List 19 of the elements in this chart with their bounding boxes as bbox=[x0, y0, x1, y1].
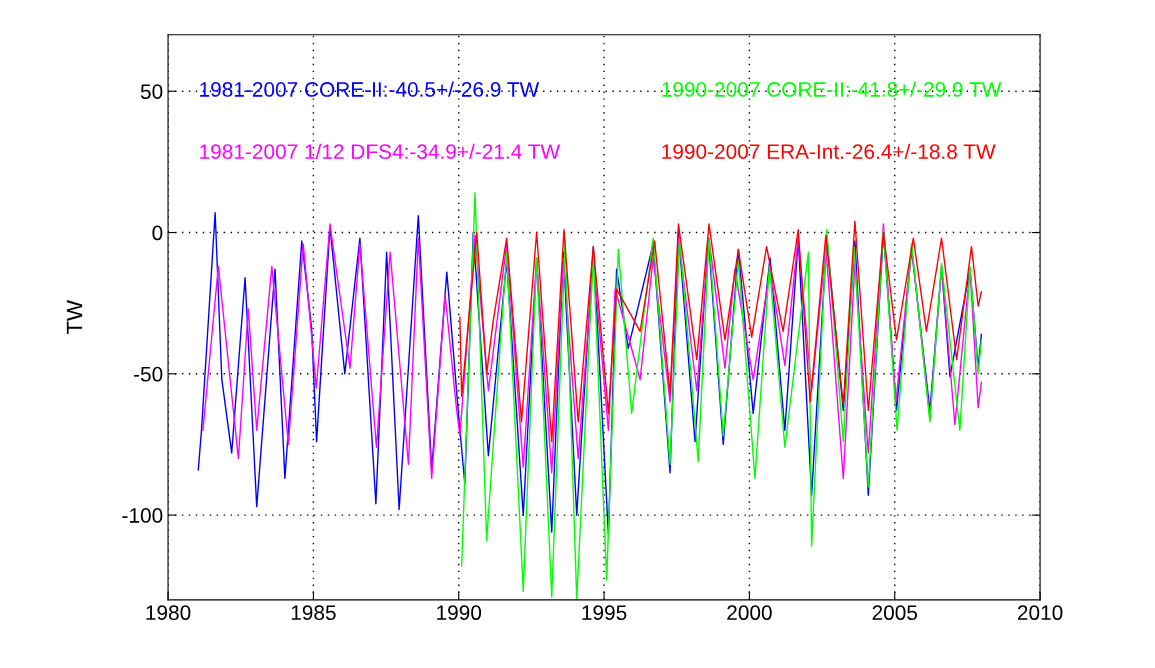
y-tick-label: -50 bbox=[134, 366, 163, 382]
x-tick-label: 2005 bbox=[872, 605, 918, 621]
line-series bbox=[202, 223, 983, 480]
text: 1990-2007 CORE-II:-41.8+/-29.9 TW bbox=[662, 81, 1002, 97]
x-tick-label: 2010 bbox=[1017, 605, 1063, 621]
x-tick-label: 2000 bbox=[727, 605, 772, 621]
x-tick-label: 1990 bbox=[437, 605, 482, 621]
line-series bbox=[460, 192, 983, 600]
y-axis-title: TW bbox=[66, 300, 83, 335]
line-series bbox=[459, 220, 983, 443]
text: 1981-2007 CORE-II:-40.5+/-26.9 TW bbox=[200, 81, 540, 97]
text: 1990-2007 ERA-Int.-26.4+/-18.8 TW bbox=[662, 143, 996, 160]
y-tick-label: -100 bbox=[122, 508, 163, 523]
x-tick-label: 1985 bbox=[291, 605, 336, 621]
x-tick-label: 1980 bbox=[146, 605, 191, 621]
x-tick-label: 1995 bbox=[582, 605, 627, 621]
y-tick-label: 50 bbox=[140, 84, 163, 99]
text: 1981-2007 1/12 DFS4:-34.9+/-21.4 TW bbox=[200, 143, 561, 160]
y-tick-label: 0 bbox=[152, 225, 163, 241]
